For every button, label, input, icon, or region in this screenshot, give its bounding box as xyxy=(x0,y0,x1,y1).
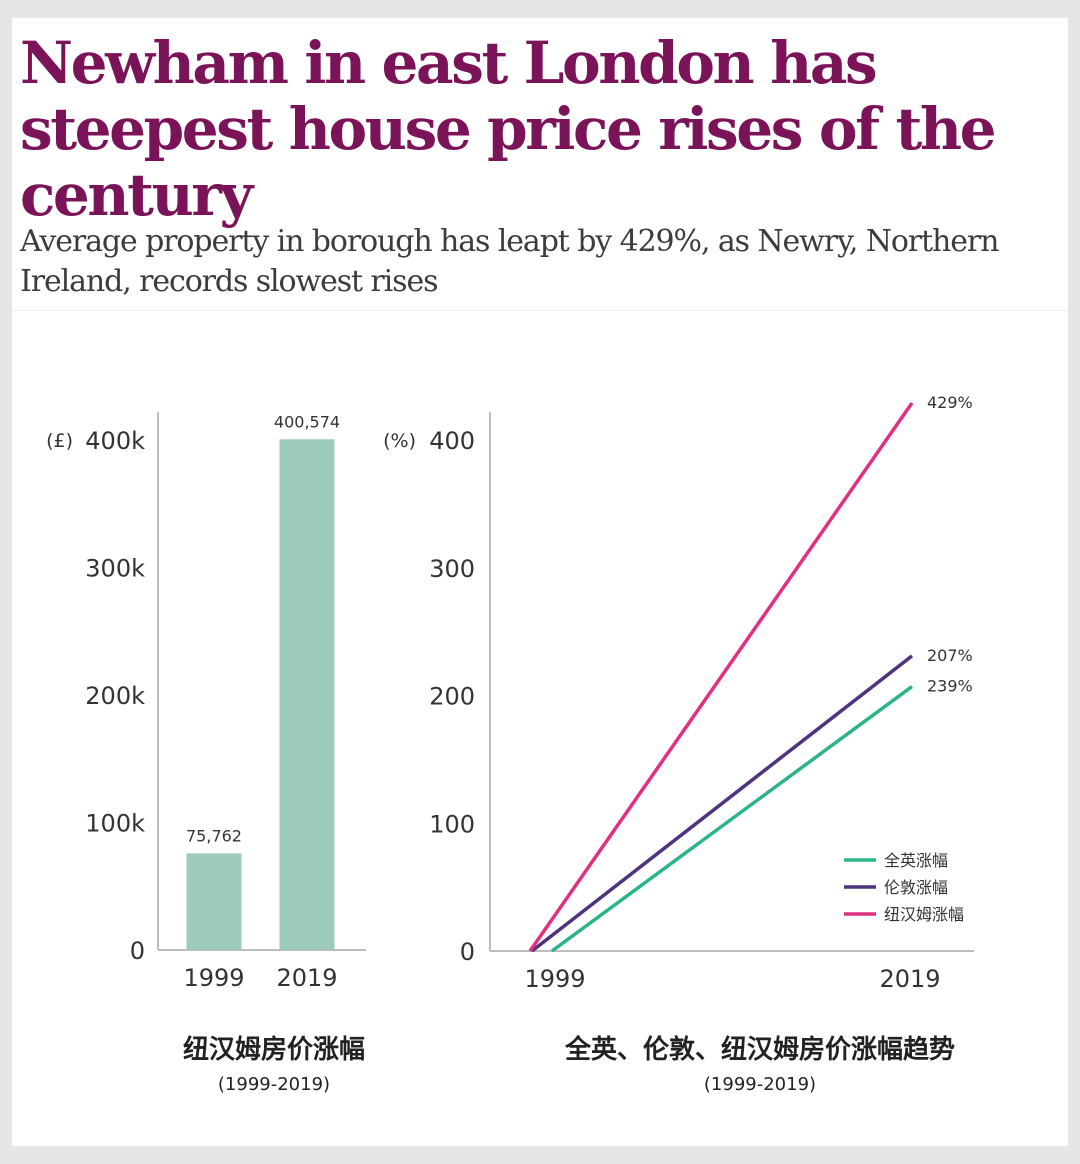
line-series-3 xyxy=(528,401,914,953)
bar-x-tick-label: 1999 xyxy=(183,964,244,992)
bar-y-tick-label: 300k xyxy=(85,555,145,583)
bar-y-tick-label: 100k xyxy=(85,810,145,838)
line-chart-subtitle: (1999-2019) xyxy=(704,1074,816,1095)
bar-2019 xyxy=(279,439,335,950)
bar-x-tick-label: 2019 xyxy=(276,964,337,992)
bar-y-tick-label: 0 xyxy=(130,937,145,965)
bar-value-label: 75,762 xyxy=(186,826,242,845)
line-y-tick-label: 300 xyxy=(429,555,475,583)
line-end-label: 429% xyxy=(927,393,973,412)
line-y-tick-label: 0 xyxy=(460,938,475,966)
bar-y-tick-label: 200k xyxy=(85,682,145,710)
line-unit-label: (%) xyxy=(383,430,416,452)
line-x-tick-label: 2019 xyxy=(879,965,940,993)
bar-y-tick-label: 400k xyxy=(85,427,145,455)
line-x-tick-label: 1999 xyxy=(524,965,585,993)
legend-label: 全英涨幅 xyxy=(884,851,948,870)
line-y-tick-label: 100 xyxy=(429,810,475,838)
bar-value-label: 400,574 xyxy=(274,412,340,431)
bar-unit-label: (£) xyxy=(46,430,73,452)
line-y-tick-label: 400 xyxy=(429,427,475,455)
line-chart: 0 100 200 300 400 (%) 1999 2019 239% 207% 429% 全英涨幅… xyxy=(383,393,974,1095)
line-end-label: 239% xyxy=(927,677,973,696)
article-header: Newham in east London has steepest house… xyxy=(12,18,1068,311)
headline: Newham in east London has steepest house… xyxy=(20,29,997,229)
bar-1999 xyxy=(186,853,242,950)
line-series-1 xyxy=(550,685,914,953)
article-card: Newham in east London has steepest house… xyxy=(12,18,1068,1146)
standfirst: Average property in borough has leapt by… xyxy=(20,224,999,299)
bar-chart-subtitle: (1999-2019) xyxy=(218,1074,330,1095)
bar-chart-title: 纽汉姆房价涨幅 xyxy=(183,1034,365,1065)
line-chart-title: 全英、伦敦、纽汉姆房价涨幅趋势 xyxy=(564,1034,955,1065)
line-series-2 xyxy=(530,654,914,953)
line-y-tick-label: 200 xyxy=(429,683,475,711)
bar-chart: 0 100k 200k 300k 400k (£) 75,762 1999 400,574 201… xyxy=(46,412,366,1095)
legend-label: 纽汉姆涨幅 xyxy=(884,905,964,924)
line-end-label: 207% xyxy=(927,646,973,665)
legend-label: 伦敦涨幅 xyxy=(884,878,948,897)
